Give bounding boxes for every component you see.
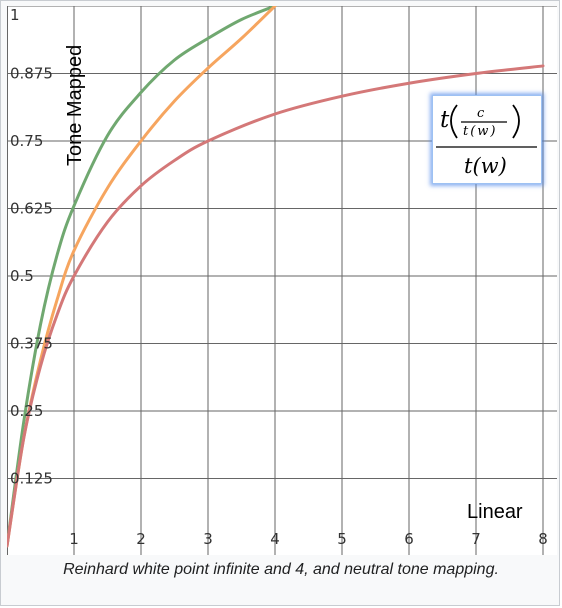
tone-mapping-chart: 1 2 3 4 5 6 7 80.1250.250.3750.50.6250.750.8751… [7,6,557,555]
formula-box: t c t(w) t(w) [432,95,542,184]
y-tick-label-0.375: 0.375 [10,335,53,353]
x-tick-label-4: 4 [270,530,280,548]
series-layer [7,6,545,548]
figure-caption: Reinhard white point infinite and 4, and… [63,561,499,578]
series-line-3 [7,64,545,548]
x-axis-label: Linear [467,501,523,523]
x-tick-label-6: 6 [404,530,414,548]
y-tick-label-0.125: 0.125 [10,470,53,488]
formula-right-paren [512,104,520,139]
x-tick-label-1: 1 [69,530,79,548]
tick-labels-layer: 1 2 3 4 5 6 7 8 0.125 0.25 0.375 0.5 0.625 0.75 0.875 1 [10,6,548,548]
formula-inner-denominator: t(w) [463,124,498,139]
formula-inner-numerator: c [477,106,485,121]
y-tick-label-0.5: 0.5 [10,267,34,285]
chart-plot-area: 1 2 3 4 5 6 7 8 0.125 0.25 0.375 0.5 0.625 0.75 0.875 1… [7,6,557,555]
y-tick-label-0.75: 0.75 [10,132,43,150]
formula-t-func: t [440,107,450,133]
y-tick-label-0.625: 0.625 [10,200,53,218]
grid-layer [7,6,557,555]
x-tick-label-5: 5 [337,530,347,548]
x-tick-label-3: 3 [203,530,213,548]
formula-left-paren [450,104,458,139]
x-tick-label-8: 8 [538,530,548,548]
formula-svg: t c t(w) t(w) [436,104,537,178]
y-tick-label-0.25: 0.25 [10,402,43,420]
series-line-1 [7,6,277,548]
y-tick-label-0.875: 0.875 [10,65,53,83]
formula-denominator: t(w) [464,154,507,178]
y-axis-label: Tone Mapped [64,45,86,166]
y-tick-label-1: 1 [10,6,20,24]
x-tick-label-7: 7 [471,530,481,548]
x-tick-label-2: 2 [136,530,146,548]
